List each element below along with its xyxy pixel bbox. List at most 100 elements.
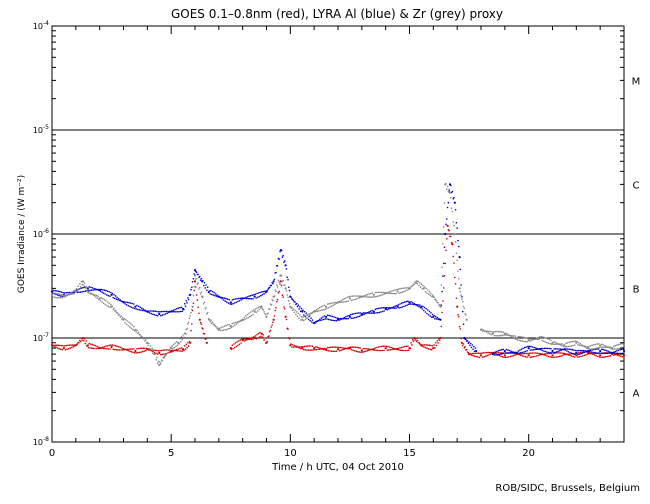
trace-dot (303, 314, 305, 316)
trace-dot (317, 348, 319, 351)
trace-dot (256, 292, 258, 295)
trace-dot (430, 295, 433, 298)
trace-dot (528, 345, 531, 348)
data-point (422, 287, 425, 290)
data-point (439, 318, 442, 321)
trace-dot (140, 351, 142, 353)
trace-dot (427, 289, 429, 291)
trace-dot (186, 302, 188, 304)
trace-dot (176, 344, 179, 347)
trace-dot (601, 348, 603, 351)
trace-dot (97, 347, 99, 350)
trace-dot (322, 308, 325, 311)
trace-dot (440, 304, 443, 307)
trace-dot (181, 338, 184, 341)
trace-dot (326, 347, 329, 349)
trace-dot (589, 348, 591, 351)
trace-dot (260, 335, 262, 338)
trace-dot (407, 349, 410, 352)
trace-dot (263, 311, 265, 313)
trace-dot (512, 335, 515, 337)
trace-dot (227, 328, 230, 330)
trace-dot (174, 308, 176, 311)
trace-dot (326, 303, 329, 305)
trace-dot (299, 306, 301, 308)
trace-dot (252, 313, 254, 316)
trace-dot (438, 338, 440, 340)
trace-dot (334, 346, 337, 349)
trace-dot (58, 347, 60, 350)
trace-dot (572, 355, 574, 358)
trace-dot (372, 296, 374, 298)
trace-dot (101, 301, 103, 303)
trace-dot (379, 345, 381, 348)
trace-dot (58, 294, 60, 297)
trace-dot (601, 352, 604, 355)
trace-dot (230, 303, 233, 306)
trace-dot (96, 345, 99, 348)
trace-dot (498, 354, 501, 357)
trace-dot (531, 349, 533, 351)
trace-dot (620, 348, 623, 351)
trace-dot (573, 340, 575, 343)
trace-dot (104, 303, 106, 306)
trace-dot (450, 184, 452, 187)
trace-dot (433, 296, 435, 299)
trace-dot (396, 288, 398, 291)
trace-dot (345, 297, 347, 299)
trace-dot (495, 354, 497, 356)
trace-dot (127, 304, 130, 307)
trace-dot (150, 350, 153, 352)
trace-dot (285, 268, 288, 270)
trace-dot (381, 349, 384, 352)
trace-dot (60, 291, 63, 293)
trace-dot (343, 316, 346, 319)
trace-dot (152, 350, 155, 352)
trace-dot (132, 328, 134, 331)
trace-dot (343, 298, 346, 300)
trace-dot (77, 285, 79, 287)
trace-dot (569, 345, 571, 348)
trace-dot (80, 280, 83, 283)
trace-dot (393, 307, 396, 309)
trace-dot (401, 306, 404, 308)
trace-dot (555, 356, 558, 358)
trace-dot (468, 341, 470, 343)
trace-dot (352, 317, 354, 319)
trace-dot (592, 351, 594, 354)
trace-dot (467, 342, 470, 345)
trace-dot (357, 312, 360, 314)
trace-dot (585, 347, 588, 350)
trace-dot (569, 354, 571, 357)
trace-dot (540, 335, 543, 338)
trace-dot (171, 345, 173, 347)
trace-dot (526, 350, 528, 352)
data-point (439, 336, 442, 340)
trace-dot (137, 308, 139, 311)
trace-dot (59, 348, 62, 351)
trace-dot (569, 351, 571, 354)
trace-dot (233, 343, 235, 345)
credit-text: ROB/SIDC, Brussels, Belgium (495, 483, 640, 494)
trace-dot (511, 334, 513, 337)
trace-dot (114, 297, 116, 300)
trace-dot (300, 315, 303, 318)
y-axis-ticks: 10-810-710-610-510-4 (33, 20, 624, 447)
trace-dot (376, 295, 379, 298)
x-tick-label: 15 (403, 448, 416, 459)
trace-dot (473, 352, 475, 355)
trace-dot (359, 347, 362, 349)
trace-dot (390, 292, 393, 295)
trace-dot (620, 343, 623, 345)
trace-dot (572, 353, 574, 355)
trace-dot (234, 298, 237, 300)
trace-dot (277, 292, 280, 294)
trace-dot (386, 349, 389, 351)
trace-dot (235, 323, 238, 325)
trace-dot (552, 352, 555, 354)
trace-dot (488, 333, 491, 335)
trace-dot (318, 319, 320, 322)
trace-dot (479, 352, 482, 355)
trace-dot (168, 350, 171, 352)
trace-dot (430, 349, 433, 351)
